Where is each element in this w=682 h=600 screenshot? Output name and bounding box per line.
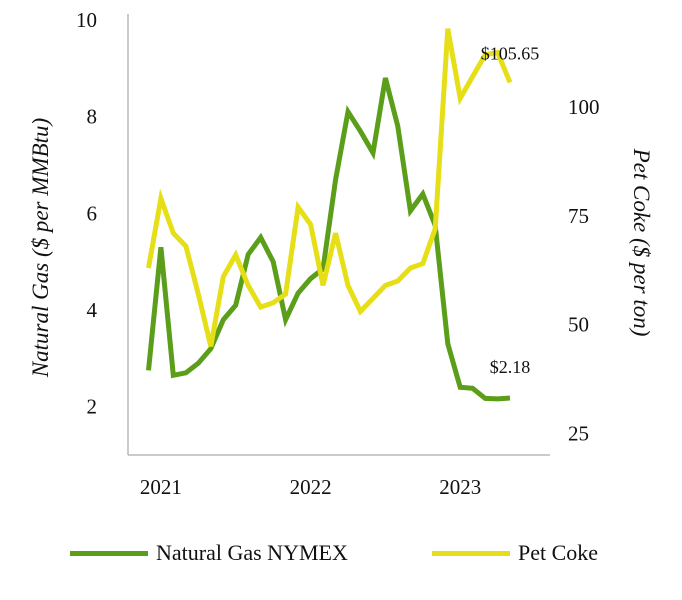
legend-swatch-pet-coke [432,550,510,556]
x-tick-label: 2022 [290,475,332,499]
x-tick-label: 2023 [439,475,481,499]
legend-label-pet-coke: Pet Coke [518,540,599,565]
right-tick-label: 75 [568,204,589,228]
annotations: $105.65 $2.18 [481,43,540,377]
left-y-axis: 2 4 6 8 10 Natural Gas ($ per MMBtu) [28,8,129,455]
dual-axis-line-chart: 2 4 6 8 10 Natural Gas ($ per MMBtu) 25 50 75 10… [28,8,654,499]
series-lines [146,28,513,402]
left-tick-label: 2 [87,395,98,419]
left-tick-label: 10 [76,8,97,32]
left-tick-label: 4 [87,298,98,322]
series-line-pet-coke [146,28,513,347]
right-y-axis: 25 50 75 100 Pet Coke ($ per ton) [568,95,654,445]
legend-swatch-natural-gas [70,550,148,556]
right-tick-label: 50 [568,313,589,337]
left-tick-label: 8 [87,105,98,129]
legend-item-natural-gas: Natural Gas NYMEX [70,533,348,573]
legend: Natural Gas NYMEX Pet Coke [0,533,682,573]
x-axis: 2021 2022 2023 [128,454,550,499]
x-tick-label: 2021 [140,475,182,499]
right-tick-label: 100 [568,95,600,119]
left-axis-title: Natural Gas ($ per MMBtu) [28,118,53,378]
series-line-natural-gas-nymex [146,77,511,402]
right-tick-label: 25 [568,421,589,445]
annotation-pet-coke: $105.65 [481,43,540,63]
legend-label-natural-gas: Natural Gas NYMEX [156,540,348,565]
legend-item-pet-coke: Pet Coke [432,533,598,573]
annotation-natural-gas-nymex: $2.18 [490,357,531,377]
left-tick-label: 6 [87,201,98,225]
right-axis-title: Pet Coke ($ per ton) [629,148,654,337]
